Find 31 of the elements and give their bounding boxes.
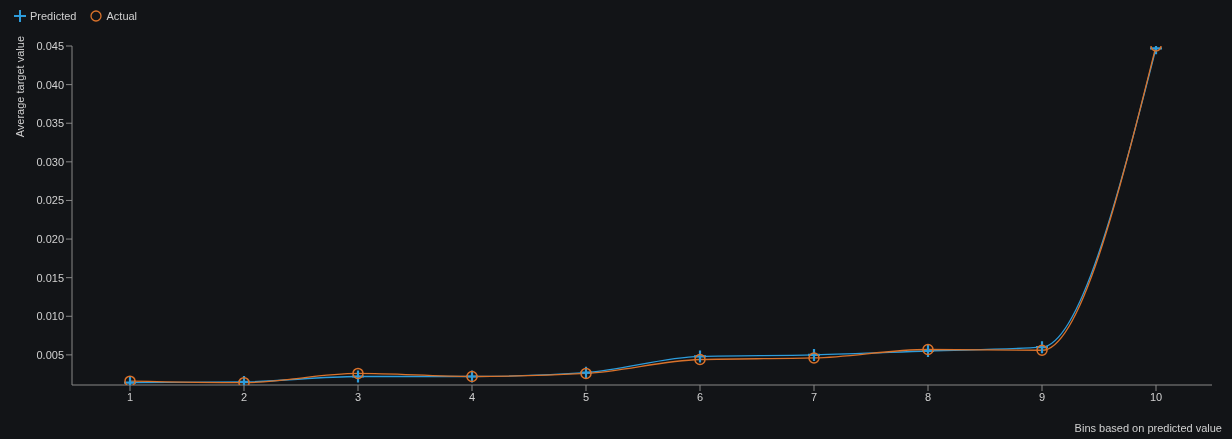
point bbox=[806, 347, 822, 362]
y-axis-title: Average target value bbox=[14, 36, 26, 138]
x-tick-label: 7 bbox=[810, 390, 818, 403]
y-tick-label: 0.025 bbox=[36, 194, 64, 207]
x-tick-label: 1 bbox=[126, 390, 134, 403]
x-tick-label: 2 bbox=[240, 390, 248, 403]
y-tick-label: 0.010 bbox=[36, 310, 64, 323]
x-tick-label: 4 bbox=[468, 390, 476, 403]
point bbox=[350, 369, 366, 384]
point bbox=[352, 367, 364, 380]
x-tick-label: 9 bbox=[1038, 390, 1046, 403]
legend-label: Actual bbox=[106, 10, 138, 22]
point bbox=[1034, 340, 1050, 355]
x-tick-label: 10 bbox=[1149, 390, 1163, 403]
point bbox=[694, 353, 706, 366]
x-tick-label: 6 bbox=[696, 390, 704, 403]
y-tick-label: 0.030 bbox=[36, 155, 64, 168]
y-tick-label: 0.045 bbox=[36, 39, 64, 52]
point bbox=[692, 349, 708, 364]
point bbox=[808, 352, 820, 364]
y-tick-label: 0.020 bbox=[36, 232, 64, 245]
x-tick-label: 5 bbox=[582, 390, 590, 403]
point bbox=[1036, 344, 1048, 356]
y-tick-label: 0.005 bbox=[36, 348, 64, 361]
legend-label: Predicted bbox=[30, 10, 77, 22]
y-tick-label: 0.015 bbox=[36, 271, 64, 284]
x-tick-label: 3 bbox=[354, 390, 362, 403]
x-tick-label: 8 bbox=[924, 390, 932, 403]
y-tick-label: 0.035 bbox=[36, 117, 64, 130]
y-tick-label: 0.040 bbox=[36, 78, 64, 91]
x-axis-title: Bins based on predicted value bbox=[1074, 422, 1222, 434]
